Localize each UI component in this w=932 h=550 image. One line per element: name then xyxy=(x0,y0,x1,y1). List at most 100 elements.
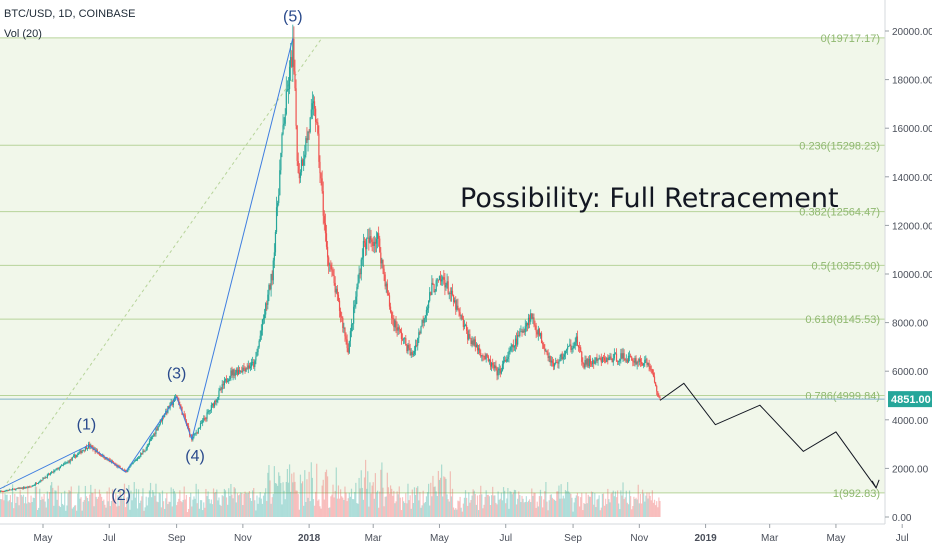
candle-body xyxy=(559,356,561,362)
volume-bar xyxy=(212,488,215,517)
y-tick-label: 8000.00 xyxy=(892,319,929,330)
candle-body xyxy=(411,352,413,355)
volume-bar xyxy=(594,493,596,517)
candle-body xyxy=(275,207,278,232)
volume-bar xyxy=(316,463,318,517)
volume-bar xyxy=(70,486,72,517)
candle-body xyxy=(332,270,334,276)
volume-bar xyxy=(35,486,38,517)
volume-bar xyxy=(247,493,249,517)
candle-body xyxy=(261,319,264,331)
candle-body xyxy=(220,388,222,390)
candle-body xyxy=(557,362,559,364)
volume-bar xyxy=(397,494,399,517)
volume-bar xyxy=(419,491,421,517)
volume-bar xyxy=(322,479,324,517)
candle-body xyxy=(526,322,529,326)
volume-bar xyxy=(446,494,448,517)
candle-body xyxy=(456,305,458,310)
candle-body xyxy=(580,347,582,352)
volume-bar xyxy=(270,503,272,517)
candle-body xyxy=(47,473,50,475)
candle-body xyxy=(379,238,381,253)
volume-bar xyxy=(333,497,335,517)
candle-body xyxy=(649,366,651,370)
volume-bar xyxy=(542,507,544,517)
candle-body xyxy=(405,338,407,346)
volume-bar xyxy=(176,505,178,517)
volume-bar xyxy=(457,500,459,517)
volume-bar xyxy=(40,499,42,517)
y-tick-label: 0.00 xyxy=(892,513,912,524)
candle-body xyxy=(590,363,593,365)
candle-body xyxy=(409,348,411,356)
candle-body xyxy=(88,443,90,449)
candle-body xyxy=(577,345,580,348)
volume-bar xyxy=(451,488,454,517)
volume-bar xyxy=(612,490,614,517)
candle-body xyxy=(4,490,6,492)
volume-bar xyxy=(183,486,185,517)
candle-body xyxy=(270,273,272,290)
candle-body xyxy=(68,461,70,463)
candle-body xyxy=(530,313,532,322)
volume-bar xyxy=(295,490,297,517)
volume-bar xyxy=(259,492,261,517)
candle-body xyxy=(311,103,313,110)
candle-body xyxy=(400,331,403,339)
candle-body xyxy=(203,418,205,421)
candle-body xyxy=(340,310,342,317)
volume-bar xyxy=(291,473,293,517)
volume-bar xyxy=(452,507,455,517)
candle-body xyxy=(22,487,25,489)
candle-body xyxy=(329,264,331,266)
y-axis-panel xyxy=(885,0,932,550)
volume-bar xyxy=(378,507,380,517)
volume-bar xyxy=(545,481,547,517)
candle-body xyxy=(610,356,612,359)
volume-bar xyxy=(456,509,458,517)
candle-body xyxy=(593,360,595,364)
candle-body xyxy=(253,362,255,367)
candle-body xyxy=(550,360,552,363)
candle-body xyxy=(34,483,36,485)
volume-bar xyxy=(182,499,184,517)
candle-body xyxy=(197,428,199,433)
candle-body xyxy=(431,282,433,295)
volume-bar xyxy=(389,485,392,517)
candle-body xyxy=(217,397,219,400)
volume-bar xyxy=(61,503,64,517)
volume-bar xyxy=(103,499,105,517)
candle-body xyxy=(321,178,323,192)
volume-bar xyxy=(117,495,119,517)
candle-body xyxy=(209,410,211,411)
volume-bar xyxy=(80,497,82,517)
volume-bar xyxy=(43,493,45,517)
candle-body xyxy=(521,331,523,333)
volume-bar xyxy=(580,497,582,517)
volume-bar xyxy=(474,494,476,517)
candle-body xyxy=(325,233,328,247)
candle-body xyxy=(476,344,479,351)
candle-body xyxy=(91,445,93,448)
volume-bar xyxy=(365,459,367,517)
volume-bar xyxy=(497,491,499,517)
volume-bar xyxy=(85,496,88,517)
volume-bar xyxy=(628,490,631,517)
candle-body xyxy=(194,433,196,435)
volume-bar xyxy=(0,499,2,517)
volume-bar xyxy=(177,501,179,517)
candle-body xyxy=(552,362,555,367)
volume-bar xyxy=(58,505,60,517)
volume-bar xyxy=(511,494,513,517)
candle-body xyxy=(432,282,434,285)
candle-body xyxy=(132,462,134,464)
candle-body xyxy=(30,486,32,488)
candle-body xyxy=(134,460,136,462)
volume-bar xyxy=(239,494,241,517)
candle-body xyxy=(76,455,78,458)
volume-bar xyxy=(293,472,295,517)
candle-body xyxy=(144,450,146,452)
volume-bar xyxy=(369,482,371,517)
candle-body xyxy=(524,326,526,333)
